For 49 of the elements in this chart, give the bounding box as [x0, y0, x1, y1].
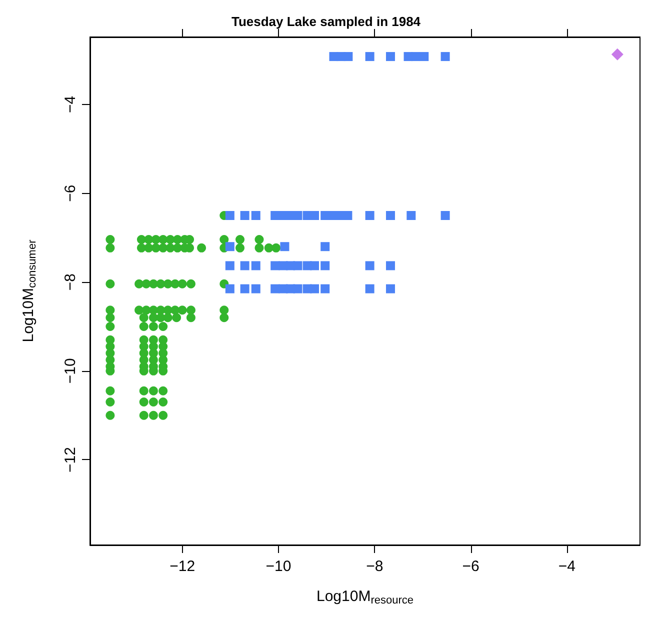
point [365, 261, 374, 270]
point [344, 52, 353, 62]
y-axis-title: Log10Mconsumer [20, 239, 38, 342]
chart-title: Tuesday Lake sampled in 1984 [231, 14, 422, 29]
point [386, 211, 395, 220]
point [386, 52, 395, 62]
point [611, 48, 624, 60]
point [225, 242, 234, 252]
x-tick-label: −6 [462, 558, 480, 575]
point [225, 284, 234, 294]
point [251, 261, 260, 270]
y-tick-label: −4 [62, 96, 79, 114]
point [386, 261, 395, 270]
point [440, 211, 450, 220]
point [225, 261, 234, 270]
point [440, 52, 450, 62]
point [320, 261, 330, 270]
y-tick-label: −10 [62, 358, 79, 384]
point [386, 284, 395, 294]
y-tick-label: −6 [62, 184, 79, 202]
y-tick-label: −12 [62, 447, 79, 472]
point [320, 284, 330, 294]
point [240, 211, 250, 220]
point [251, 211, 260, 220]
point [225, 211, 234, 220]
x-tick-label: −12 [170, 558, 196, 575]
x-tick-label: −8 [366, 558, 384, 575]
point [343, 211, 352, 220]
point [270, 211, 280, 220]
y-tick-label: −8 [62, 274, 79, 291]
point [365, 284, 374, 294]
point [365, 211, 374, 220]
x-tick-label: −4 [558, 558, 576, 575]
point [240, 261, 250, 270]
point [310, 261, 320, 270]
point [320, 242, 330, 252]
point [293, 261, 302, 270]
point [310, 284, 320, 294]
point [251, 284, 260, 294]
point [406, 211, 416, 220]
point [293, 284, 302, 294]
point [240, 284, 250, 294]
point [280, 242, 290, 252]
point [270, 261, 280, 270]
point [410, 52, 420, 62]
point [270, 284, 280, 294]
x-tick-label: −10 [266, 558, 292, 575]
point [420, 52, 429, 62]
point [365, 52, 374, 62]
